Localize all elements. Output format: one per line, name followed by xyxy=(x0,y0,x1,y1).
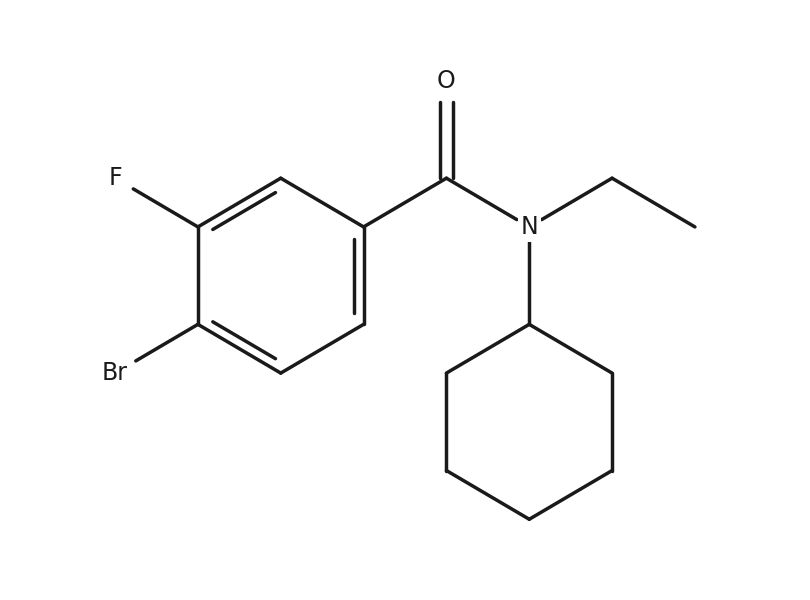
Text: F: F xyxy=(109,166,122,190)
Text: O: O xyxy=(437,69,456,93)
Text: N: N xyxy=(520,215,538,239)
Text: Br: Br xyxy=(102,361,128,385)
